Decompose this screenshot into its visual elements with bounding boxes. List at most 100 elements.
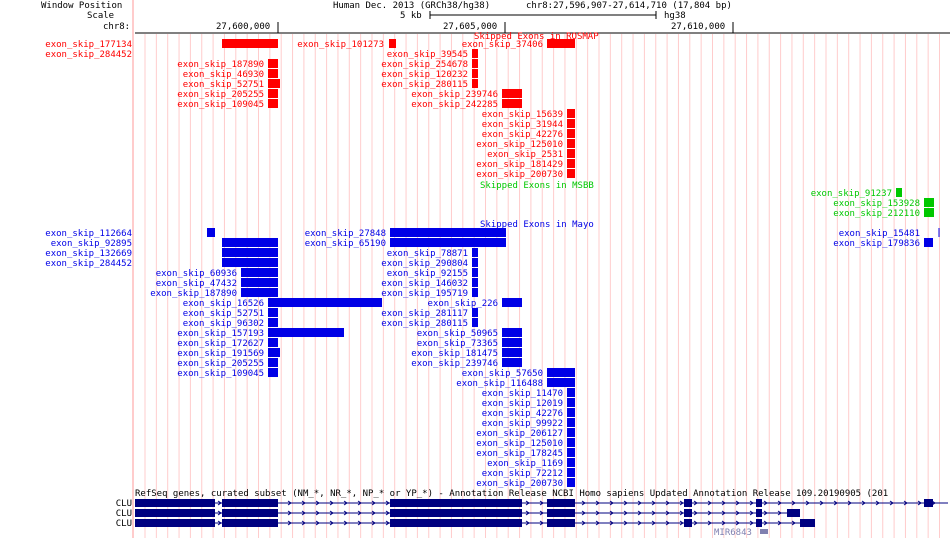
exon-skip-feature[interactable] [567,149,575,158]
exon-skip-label[interactable]: exon_skip_125010 [476,140,563,150]
exon-skip-feature[interactable] [567,388,575,397]
exon-skip-feature[interactable] [390,228,506,237]
exon-skip-label[interactable]: exon_skip_179836 [833,239,920,249]
exon-skip-feature[interactable] [567,448,575,457]
exon-skip-label[interactable]: exon_skip_52751 [183,80,264,90]
exon-skip-label[interactable]: exon_skip_96302 [183,319,264,329]
gene-exon[interactable] [684,509,692,517]
exon-skip-feature[interactable] [567,408,575,417]
gene-exon[interactable] [502,509,522,517]
exon-skip-feature[interactable] [547,39,575,48]
exon-skip-feature[interactable] [472,288,478,297]
exon-skip-label[interactable]: exon_skip_42276 [482,409,563,419]
exon-skip-feature[interactable] [389,39,396,48]
exon-skip-feature[interactable] [502,358,522,367]
exon-skip-label[interactable]: exon_skip_177134 [45,40,132,50]
gene-exon[interactable] [207,519,215,527]
exon-skip-label[interactable]: exon_skip_284452 [45,50,132,60]
exon-skip-feature[interactable] [268,79,280,88]
exon-skip-feature[interactable] [896,188,902,197]
exon-skip-label[interactable]: exon_skip_46930 [183,70,264,80]
gene-exon[interactable] [800,519,815,527]
exon-skip-label[interactable]: exon_skip_281117 [381,309,468,319]
exon-skip-label[interactable]: exon_skip_101273 [297,40,384,50]
gene-exon[interactable] [547,509,575,517]
exon-skip-feature[interactable] [472,59,478,68]
exon-skip-label[interactable]: exon_skip_31944 [482,120,563,130]
exon-skip-label[interactable]: exon_skip_42276 [482,130,563,140]
gene-exon[interactable] [684,519,692,527]
exon-skip-label[interactable]: exon_skip_78871 [387,249,468,259]
exon-skip-feature[interactable] [472,258,478,267]
exon-skip-label[interactable]: exon_skip_205255 [177,90,264,100]
exon-skip-feature[interactable] [268,318,278,327]
exon-skip-label[interactable]: exon_skip_12019 [482,399,563,409]
gene-exon[interactable] [472,499,478,507]
gene-exon[interactable] [787,509,800,517]
exon-skip-feature[interactable] [472,69,478,78]
gene-exon[interactable] [222,519,278,527]
gene-exon[interactable] [472,519,478,527]
exon-skip-label[interactable]: exon_skip_65190 [305,239,386,249]
gene-exon[interactable] [207,509,215,517]
exon-skip-feature[interactable] [268,69,278,78]
exon-skip-label[interactable]: exon_skip_226 [428,299,498,309]
gene-exon[interactable] [268,519,278,527]
exon-skip-label[interactable]: exon_skip_60936 [156,269,237,279]
exon-skip-feature[interactable] [241,268,278,277]
exon-skip-feature[interactable] [222,39,278,48]
exon-skip-feature[interactable] [547,368,575,377]
exon-skip-feature[interactable] [567,119,575,128]
gene-exon[interactable] [135,499,210,507]
exon-skip-feature[interactable] [502,298,522,307]
exon-skip-label[interactable]: exon_skip_2531 [487,150,563,160]
exon-skip-label[interactable]: exon_skip_132669 [45,249,132,259]
gene-label-mir6843[interactable]: MIR6843 [714,528,752,538]
exon-skip-label[interactable]: exon_skip_109045 [177,100,264,110]
gene-exon[interactable] [222,499,278,507]
exon-skip-label[interactable]: exon_skip_39545 [387,50,468,60]
exon-skip-feature[interactable] [268,368,278,377]
exon-skip-label[interactable]: exon_skip_146032 [381,279,468,289]
exon-skip-label[interactable]: exon_skip_15481 [839,229,920,239]
exon-skip-feature[interactable] [268,358,278,367]
gene-exon[interactable] [135,509,210,517]
exon-skip-feature[interactable] [567,428,575,437]
gene-exon[interactable] [268,499,278,507]
exon-skip-label[interactable]: exon_skip_181475 [411,349,498,359]
exon-skip-feature[interactable] [924,198,934,207]
exon-skip-label[interactable]: exon_skip_99922 [482,419,563,429]
gene-exon[interactable] [390,509,506,517]
gene-exon[interactable] [222,509,278,517]
exon-skip-feature[interactable] [567,478,575,487]
exon-skip-feature[interactable] [268,308,278,317]
exon-skip-feature[interactable] [567,438,575,447]
gene-exon[interactable] [567,509,575,517]
gene-exon[interactable] [756,509,762,517]
gene-exon[interactable] [502,519,522,527]
exon-skip-feature[interactable] [472,308,478,317]
exon-skip-label[interactable]: exon_skip_91237 [811,189,892,199]
exon-skip-label[interactable]: exon_skip_242285 [411,100,498,110]
exon-skip-feature[interactable] [924,238,933,247]
exon-skip-feature[interactable] [472,268,478,277]
exon-skip-label[interactable]: exon_skip_1169 [487,459,563,469]
gene-exon[interactable] [567,499,575,507]
exon-skip-label[interactable]: exon_skip_205255 [177,359,264,369]
exon-skip-feature[interactable] [222,258,278,267]
exon-skip-feature[interactable] [502,89,522,98]
exon-skip-label[interactable]: exon_skip_239746 [411,359,498,369]
exon-skip-label[interactable]: exon_skip_200730 [476,479,563,489]
exon-skip-label[interactable]: exon_skip_109045 [177,369,264,379]
exon-skip-label[interactable]: exon_skip_153928 [833,199,920,209]
exon-skip-feature[interactable] [222,248,278,257]
exon-skip-label[interactable]: exon_skip_157193 [177,329,264,339]
exon-skip-feature[interactable] [567,398,575,407]
gene-exon[interactable] [502,499,522,507]
exon-skip-label[interactable]: exon_skip_73365 [417,339,498,349]
exon-skip-feature[interactable] [567,458,575,467]
exon-skip-feature[interactable] [502,99,522,108]
exon-skip-label[interactable]: exon_skip_92155 [387,269,468,279]
exon-skip-feature[interactable] [268,348,280,357]
exon-skip-feature[interactable] [268,59,278,68]
